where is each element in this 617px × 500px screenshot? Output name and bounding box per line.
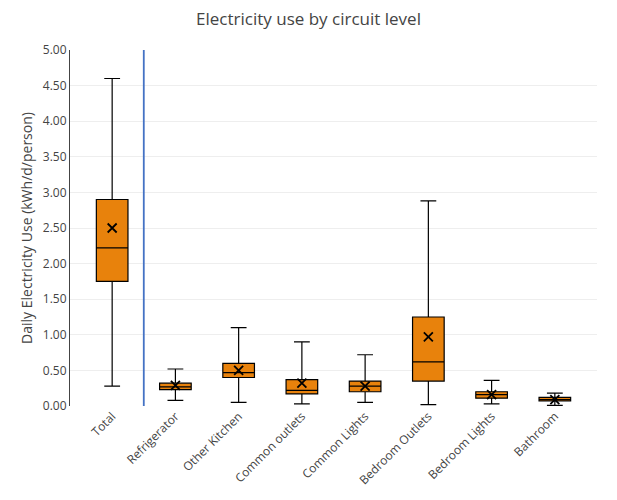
svg-text:Bedroom Lights: Bedroom Lights <box>424 408 499 483</box>
svg-text:Common Lights: Common Lights <box>298 408 372 482</box>
svg-text:Other Kitchen: Other Kitchen <box>179 408 246 475</box>
svg-text:Total: Total <box>88 408 120 440</box>
svg-text:3.50: 3.50 <box>43 148 67 165</box>
svg-text:4.00: 4.00 <box>43 112 67 129</box>
svg-text:0.50: 0.50 <box>43 362 67 379</box>
svg-text:0.00: 0.00 <box>43 397 67 414</box>
svg-text:Common outlets: Common outlets <box>231 408 309 486</box>
svg-text:1.50: 1.50 <box>43 290 67 307</box>
svg-text:5.00: 5.00 <box>43 41 67 58</box>
svg-text:2.00: 2.00 <box>43 255 67 272</box>
svg-text:2.50: 2.50 <box>43 219 67 236</box>
svg-text:Refrigerator: Refrigerator <box>123 408 183 468</box>
svg-text:1.00: 1.00 <box>43 326 67 343</box>
svg-text:Daily Electricity Use (kWh/d/p: Daily Electricity Use (kWh/d/person) <box>17 112 36 344</box>
svg-text:3.00: 3.00 <box>43 184 67 201</box>
svg-text:Bathroom: Bathroom <box>510 408 562 460</box>
svg-text:4.50: 4.50 <box>43 77 67 94</box>
svg-text:Bedroom Outlets: Bedroom Outlets <box>355 408 435 488</box>
svg-text:Electricity use by circuit lev: Electricity use by circuit level <box>196 7 421 30</box>
